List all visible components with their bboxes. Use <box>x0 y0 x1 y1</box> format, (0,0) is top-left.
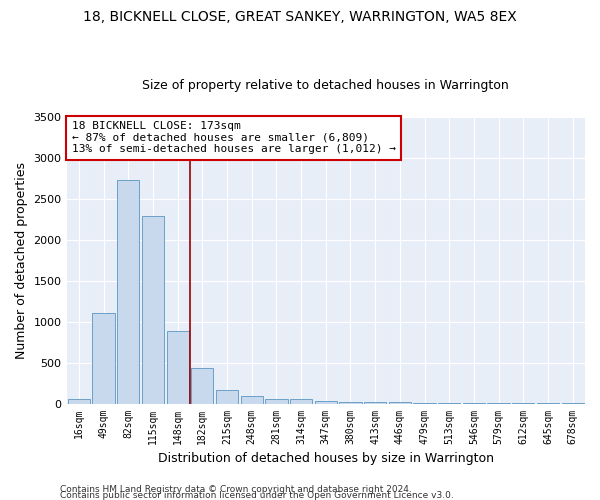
Text: Contains HM Land Registry data © Crown copyright and database right 2024.: Contains HM Land Registry data © Crown c… <box>60 485 412 494</box>
Bar <box>167 332 189 404</box>
Bar <box>340 402 362 404</box>
Title: Size of property relative to detached houses in Warrington: Size of property relative to detached ho… <box>142 79 509 92</box>
Bar <box>142 216 164 404</box>
Bar <box>290 399 312 404</box>
Bar <box>241 396 263 404</box>
Bar <box>216 390 238 404</box>
Text: Contains public sector information licensed under the Open Government Licence v3: Contains public sector information licen… <box>60 491 454 500</box>
Bar <box>364 402 386 404</box>
X-axis label: Distribution of detached houses by size in Warrington: Distribution of detached houses by size … <box>158 452 494 465</box>
Bar <box>117 180 139 404</box>
Bar <box>191 368 214 404</box>
Text: 18, BICKNELL CLOSE, GREAT SANKEY, WARRINGTON, WA5 8EX: 18, BICKNELL CLOSE, GREAT SANKEY, WARRIN… <box>83 10 517 24</box>
Bar <box>68 400 90 404</box>
Text: 18 BICKNELL CLOSE: 173sqm
← 87% of detached houses are smaller (6,809)
13% of se: 18 BICKNELL CLOSE: 173sqm ← 87% of detac… <box>72 121 396 154</box>
Y-axis label: Number of detached properties: Number of detached properties <box>15 162 28 358</box>
Bar <box>92 314 115 404</box>
Bar <box>413 402 436 404</box>
Bar <box>314 401 337 404</box>
Bar <box>265 398 287 404</box>
Bar <box>389 402 411 404</box>
